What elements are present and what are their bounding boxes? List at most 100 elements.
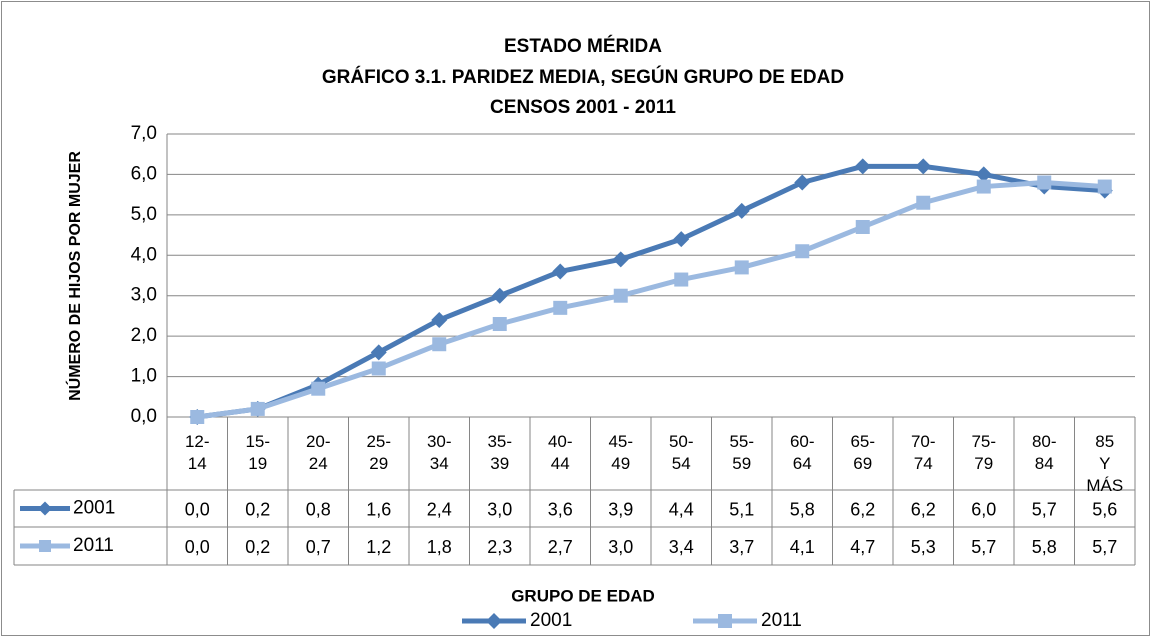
table-value: 5,1 [729,499,754,519]
table-value: 2,7 [548,537,573,557]
x-tick-label: 85 Y MÁS [1086,432,1124,495]
marker [311,381,326,396]
marker [1097,179,1112,194]
x-tick-label: 65- 69 [850,432,876,473]
table-value: 1,6 [366,499,391,519]
legend-label: 2011 [761,610,802,631]
marker [674,272,689,287]
table-value: 0,0 [185,499,210,519]
x-tick-label: 60- 64 [789,432,815,473]
marker [734,260,749,275]
table-value: 5,7 [1032,499,1057,519]
marker [613,288,628,303]
table-value: 3,6 [548,499,573,519]
chart-title: CENSOS 2001 - 2011 [490,97,676,118]
y-tick-label: 1,0 [131,366,157,387]
marker [975,166,992,183]
x-tick-label: 35- 39 [487,432,513,473]
table-value: 5,6 [1092,499,1117,519]
marker [854,158,871,175]
marker [491,287,508,304]
series-line [196,180,1105,420]
table-value: 0,8 [306,499,331,519]
y-tick-label: 4,0 [131,244,157,265]
marker [552,263,569,280]
table-value: 3,0 [608,537,633,557]
table-value: 2,4 [427,499,452,519]
table-value: 4,1 [790,537,815,557]
table-value: 6,2 [850,499,875,519]
table-value: 1,8 [427,537,452,557]
marker [370,344,387,361]
x-tick-label: 20- 24 [305,432,331,473]
table-value: 5,7 [971,537,996,557]
y-tick-label: 6,0 [131,163,157,184]
series-line [196,163,1105,420]
marker [250,401,265,416]
table-value: 5,8 [790,499,815,519]
marker [795,244,810,259]
marker [915,158,932,175]
marker [553,300,568,315]
x-tick-label: 55- 59 [729,432,755,473]
table-value: 6,2 [911,499,936,519]
y-tick-label: 0,0 [131,406,157,427]
table-value: 3,7 [729,537,754,557]
x-tick-label: 40- 44 [547,432,573,473]
marker [976,179,991,194]
marker [492,317,507,332]
y-axis-title: NÚMERO DE HIJOS POR MUJER [65,151,84,401]
x-tick-label: 30- 34 [426,432,452,473]
x-tick-label: 80- 84 [1031,432,1057,473]
y-tick-label: 7,0 [131,123,157,144]
x-tick-label: 45- 49 [608,432,634,473]
marker [916,195,931,210]
x-tick-label: 50- 54 [668,432,694,473]
table-value: 5,3 [911,537,936,557]
table-value: 5,8 [1032,537,1057,557]
x-tick-label: 25- 29 [366,432,392,473]
chart-title: GRÁFICO 3.1. PARIDEZ MEDIA, SEGÚN GRUPO … [322,66,844,88]
marker [612,251,629,268]
marker [855,219,870,234]
table-value: 0,2 [245,537,270,557]
y-tick-label: 2,0 [131,325,157,346]
table-value: 3,0 [487,499,512,519]
chart-title: ESTADO MÉRIDA [504,35,662,57]
table-value: 4,7 [850,537,875,557]
x-tick-label: 75- 79 [971,432,997,473]
marker [431,311,448,328]
table-value: 3,4 [669,537,694,557]
marker [733,202,750,219]
y-tick-label: 3,0 [131,285,157,306]
marker [794,174,811,191]
marker [190,410,205,424]
table-value: 5,7 [1092,537,1117,557]
table-value: 0,7 [306,537,331,557]
x-axis-title: GRUPO DE EDAD [511,586,655,605]
table-value: 3,9 [608,499,633,519]
marker [38,501,52,516]
table-value: 0,0 [185,537,210,557]
y-tick-label: 5,0 [131,204,157,225]
marker [718,614,732,628]
table-series-name: 2011 [73,535,114,556]
table-series-name: 2001 [73,498,115,519]
marker [486,613,502,629]
marker [39,540,51,552]
table-value: 1,2 [366,537,391,557]
table-value: 6,0 [971,499,996,519]
x-tick-label: 12- 14 [184,432,210,473]
table-value: 2,3 [487,537,512,557]
x-tick-label: 70- 74 [910,432,936,473]
table-value: 0,2 [245,499,270,519]
marker [1037,175,1052,190]
legend-label: 2001 [530,610,572,631]
x-tick-label: 15- 19 [245,432,271,473]
table-value: 4,4 [669,499,694,519]
marker [432,337,447,352]
marker [371,361,386,376]
